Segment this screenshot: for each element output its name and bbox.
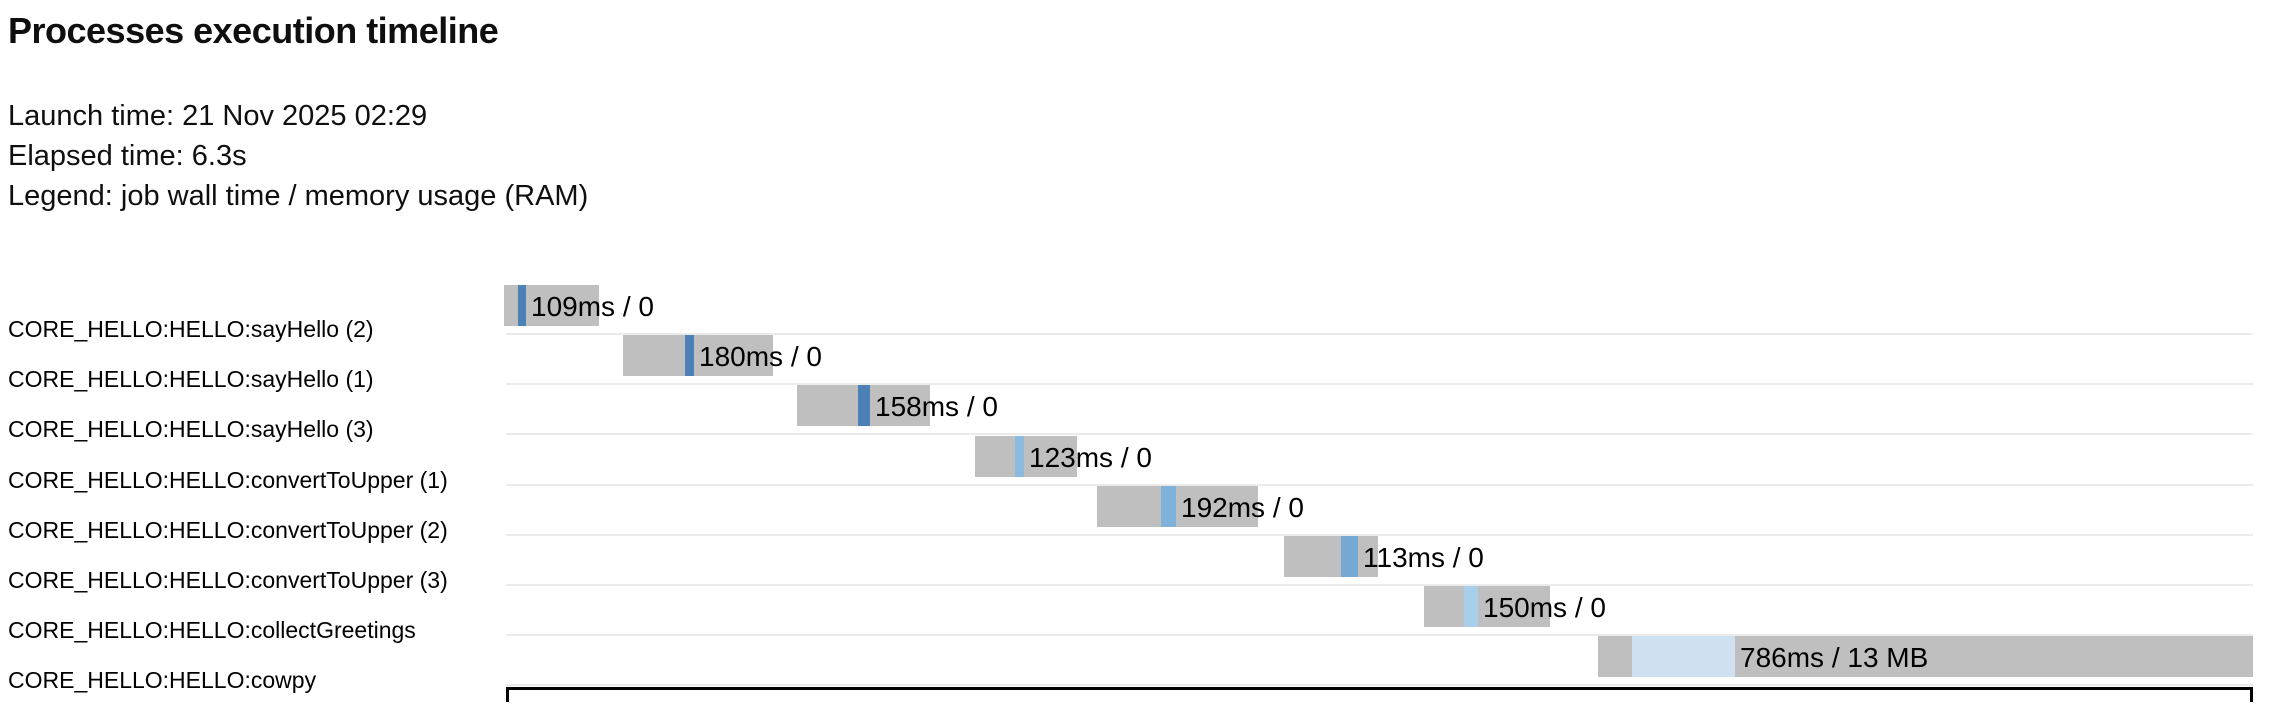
- task-row-label: CORE_HELLO:HELLO:sayHello (1): [8, 366, 374, 392]
- task-run-segment: [1161, 486, 1176, 527]
- task-run-segment: [1015, 436, 1024, 477]
- task-value-label: 123ms / 0: [1029, 442, 1152, 473]
- x-axis-left-tick: [506, 687, 509, 702]
- task-row-label: CORE_HELLO:HELLO:sayHello (2): [8, 316, 374, 342]
- row-separator: [506, 534, 2253, 536]
- task-job-bar: [623, 335, 773, 376]
- task-row-label: CORE_HELLO:HELLO:cowpy: [8, 667, 317, 693]
- elapsed-time-text: Elapsed time: 6.3s: [8, 140, 247, 172]
- task-run-segment: [1632, 636, 1735, 677]
- task-job-bar: [1097, 486, 1258, 527]
- row-separator: [506, 383, 2253, 385]
- task-value-label: 150ms / 0: [1483, 592, 1606, 623]
- task-job-bar: [975, 436, 1077, 477]
- task-value-label: 113ms / 0: [1363, 542, 1484, 573]
- row-separator: [506, 433, 2253, 435]
- row-separator: [506, 484, 2253, 486]
- run-info-block: Launch time: 21 Nov 2025 02:29 Elapsed t…: [8, 96, 588, 216]
- task-value-label: 192ms / 0: [1181, 492, 1304, 523]
- launch-time-text: Launch time: 21 Nov 2025 02:29: [8, 100, 428, 132]
- task-row-label: CORE_HELLO:HELLO:sayHello (3): [8, 416, 374, 442]
- task-row-label: CORE_HELLO:HELLO:collectGreetings: [8, 617, 416, 643]
- task-job-bar: [1284, 536, 1378, 577]
- task-run-segment: [685, 335, 694, 376]
- task-run-segment: [858, 385, 870, 426]
- x-axis-domain-line: [506, 687, 2253, 690]
- row-separator: [506, 333, 2253, 335]
- task-value-label: 158ms / 0: [875, 391, 998, 422]
- task-row-label: CORE_HELLO:HELLO:convertToUpper (3): [8, 567, 448, 593]
- task-run-segment: [1341, 536, 1358, 577]
- row-separator: [506, 684, 2253, 686]
- legend-text: Legend: job wall time / memory usage (RA…: [8, 180, 589, 212]
- page-title: Processes execution timeline: [8, 10, 499, 51]
- task-run-segment: [518, 285, 526, 326]
- task-row-label: CORE_HELLO:HELLO:convertToUpper (2): [8, 517, 448, 543]
- row-separator: [506, 584, 2253, 586]
- task-row-label: CORE_HELLO:HELLO:convertToUpper (1): [8, 467, 448, 493]
- task-value-label: 786ms / 13 MB: [1740, 642, 1929, 673]
- task-job-bar: [1424, 586, 1550, 627]
- task-run-segment: [1464, 586, 1478, 627]
- row-separator: [506, 634, 2253, 636]
- x-axis-right-tick: [2250, 687, 2253, 702]
- task-value-label: 180ms / 0: [699, 341, 822, 372]
- task-value-label: 109ms / 0: [531, 291, 654, 322]
